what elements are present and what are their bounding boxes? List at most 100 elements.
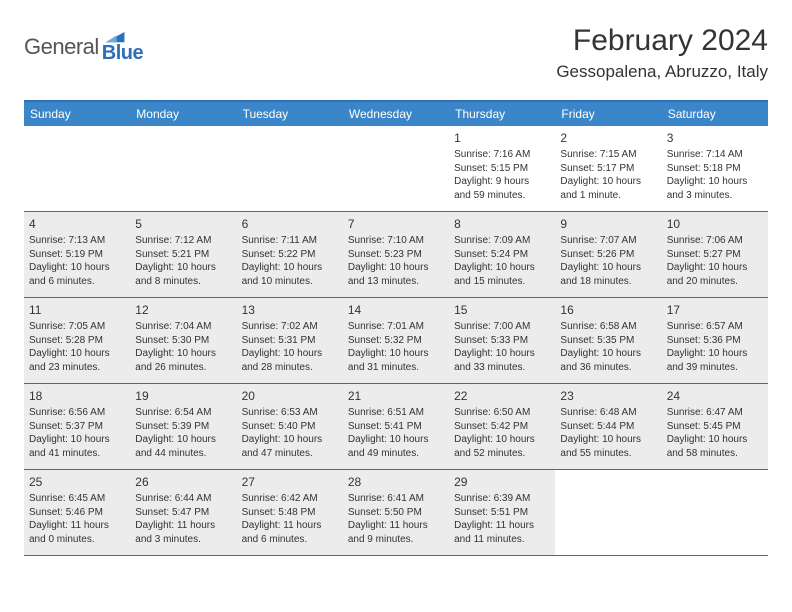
day-number: 3: [667, 130, 763, 146]
title-block: February 2024 Gessopalena, Abruzzo, Ital…: [556, 24, 768, 82]
day-header-wednesday: Wednesday: [343, 102, 449, 126]
daylight-text: Daylight: 10 hours: [29, 347, 125, 361]
sunrise-text: Sunrise: 7:11 AM: [242, 234, 338, 248]
daylight-text-2: and 6 minutes.: [29, 275, 125, 289]
week-row: 18Sunrise: 6:56 AMSunset: 5:37 PMDayligh…: [24, 384, 768, 470]
daylight-text: Daylight: 10 hours: [454, 261, 550, 275]
day-number: 13: [242, 302, 338, 318]
day-cell: 18Sunrise: 6:56 AMSunset: 5:37 PMDayligh…: [24, 384, 130, 469]
daylight-text: Daylight: 10 hours: [560, 347, 656, 361]
daylight-text: Daylight: 10 hours: [242, 261, 338, 275]
daylight-text-2: and 6 minutes.: [242, 533, 338, 547]
daylight-text-2: and 9 minutes.: [348, 533, 444, 547]
sunset-text: Sunset: 5:30 PM: [135, 334, 231, 348]
logo: GeneralBlue: [24, 32, 143, 62]
day-cell: 21Sunrise: 6:51 AMSunset: 5:41 PMDayligh…: [343, 384, 449, 469]
day-number: 1: [454, 130, 550, 146]
day-cell: 22Sunrise: 6:50 AMSunset: 5:42 PMDayligh…: [449, 384, 555, 469]
day-number: 14: [348, 302, 444, 318]
sunset-text: Sunset: 5:51 PM: [454, 506, 550, 520]
day-header-thursday: Thursday: [449, 102, 555, 126]
daylight-text-2: and 26 minutes.: [135, 361, 231, 375]
daylight-text: Daylight: 10 hours: [29, 433, 125, 447]
sunrise-text: Sunrise: 6:57 AM: [667, 320, 763, 334]
day-cell: 10Sunrise: 7:06 AMSunset: 5:27 PMDayligh…: [662, 212, 768, 297]
daylight-text: Daylight: 10 hours: [348, 261, 444, 275]
sunset-text: Sunset: 5:32 PM: [348, 334, 444, 348]
sunset-text: Sunset: 5:47 PM: [135, 506, 231, 520]
daylight-text: Daylight: 10 hours: [560, 175, 656, 189]
sunset-text: Sunset: 5:18 PM: [667, 162, 763, 176]
sunset-text: Sunset: 5:41 PM: [348, 420, 444, 434]
sunset-text: Sunset: 5:17 PM: [560, 162, 656, 176]
daylight-text-2: and 1 minute.: [560, 189, 656, 203]
sunset-text: Sunset: 5:28 PM: [29, 334, 125, 348]
day-number: 21: [348, 388, 444, 404]
header: GeneralBlue February 2024 Gessopalena, A…: [24, 24, 768, 82]
day-number: 11: [29, 302, 125, 318]
sunrise-text: Sunrise: 7:04 AM: [135, 320, 231, 334]
sunset-text: Sunset: 5:45 PM: [667, 420, 763, 434]
daylight-text-2: and 33 minutes.: [454, 361, 550, 375]
daylight-text: Daylight: 10 hours: [135, 433, 231, 447]
day-number: 20: [242, 388, 338, 404]
day-cell: 23Sunrise: 6:48 AMSunset: 5:44 PMDayligh…: [555, 384, 661, 469]
day-cell: 11Sunrise: 7:05 AMSunset: 5:28 PMDayligh…: [24, 298, 130, 383]
day-cell: 20Sunrise: 6:53 AMSunset: 5:40 PMDayligh…: [237, 384, 343, 469]
daylight-text-2: and 28 minutes.: [242, 361, 338, 375]
daylight-text-2: and 3 minutes.: [667, 189, 763, 203]
day-cell: 8Sunrise: 7:09 AMSunset: 5:24 PMDaylight…: [449, 212, 555, 297]
sunrise-text: Sunrise: 6:56 AM: [29, 406, 125, 420]
daylight-text-2: and 0 minutes.: [29, 533, 125, 547]
sunset-text: Sunset: 5:23 PM: [348, 248, 444, 262]
daylight-text-2: and 55 minutes.: [560, 447, 656, 461]
day-number: 26: [135, 474, 231, 490]
daylight-text: Daylight: 11 hours: [29, 519, 125, 533]
sunrise-text: Sunrise: 7:12 AM: [135, 234, 231, 248]
daylight-text-2: and 41 minutes.: [29, 447, 125, 461]
week-row: 11Sunrise: 7:05 AMSunset: 5:28 PMDayligh…: [24, 298, 768, 384]
week-row: 4Sunrise: 7:13 AMSunset: 5:19 PMDaylight…: [24, 212, 768, 298]
daylight-text-2: and 39 minutes.: [667, 361, 763, 375]
day-cell: 17Sunrise: 6:57 AMSunset: 5:36 PMDayligh…: [662, 298, 768, 383]
sunrise-text: Sunrise: 7:02 AM: [242, 320, 338, 334]
week-row: 25Sunrise: 6:45 AMSunset: 5:46 PMDayligh…: [24, 470, 768, 556]
day-number: 24: [667, 388, 763, 404]
sunrise-text: Sunrise: 6:39 AM: [454, 492, 550, 506]
sunset-text: Sunset: 5:22 PM: [242, 248, 338, 262]
day-cell: 2Sunrise: 7:15 AMSunset: 5:17 PMDaylight…: [555, 126, 661, 211]
sunset-text: Sunset: 5:24 PM: [454, 248, 550, 262]
daylight-text-2: and 31 minutes.: [348, 361, 444, 375]
day-header-sunday: Sunday: [24, 102, 130, 126]
sunrise-text: Sunrise: 6:51 AM: [348, 406, 444, 420]
sunset-text: Sunset: 5:35 PM: [560, 334, 656, 348]
day-cell: 16Sunrise: 6:58 AMSunset: 5:35 PMDayligh…: [555, 298, 661, 383]
sunrise-text: Sunrise: 6:41 AM: [348, 492, 444, 506]
day-cell-empty: [24, 126, 130, 211]
daylight-text: Daylight: 10 hours: [454, 433, 550, 447]
day-number: 27: [242, 474, 338, 490]
daylight-text: Daylight: 10 hours: [29, 261, 125, 275]
week-row: 1Sunrise: 7:16 AMSunset: 5:15 PMDaylight…: [24, 126, 768, 212]
daylight-text: Daylight: 10 hours: [667, 347, 763, 361]
sunrise-text: Sunrise: 6:54 AM: [135, 406, 231, 420]
sunrise-text: Sunrise: 7:10 AM: [348, 234, 444, 248]
day-cell: 3 Sunrise: 7:14 AMSunset: 5:18 PMDaylight…: [662, 126, 768, 211]
daylight-text-2: and 10 minutes.: [242, 275, 338, 289]
day-header-monday: Monday: [130, 102, 236, 126]
sunrise-text: Sunrise: 7:06 AM: [667, 234, 763, 248]
day-cell-empty: [343, 126, 449, 211]
daylight-text-2: and 11 minutes.: [454, 533, 550, 547]
sunrise-text: Sunrise: 7:01 AM: [348, 320, 444, 334]
daylight-text-2: and 36 minutes.: [560, 361, 656, 375]
sunrise-text: Sunrise: 7:14 AM: [667, 148, 763, 162]
day-number: 6: [242, 216, 338, 232]
day-cell: 29Sunrise: 6:39 AMSunset: 5:51 PMDayligh…: [449, 470, 555, 555]
daylight-text: Daylight: 9 hours: [454, 175, 550, 189]
sunset-text: Sunset: 5:46 PM: [29, 506, 125, 520]
sunrise-text: Sunrise: 6:47 AM: [667, 406, 763, 420]
sunrise-text: Sunrise: 7:09 AM: [454, 234, 550, 248]
daylight-text: Daylight: 10 hours: [667, 175, 763, 189]
sunrise-text: Sunrise: 6:45 AM: [29, 492, 125, 506]
day-cell: 15Sunrise: 7:00 AMSunset: 5:33 PMDayligh…: [449, 298, 555, 383]
